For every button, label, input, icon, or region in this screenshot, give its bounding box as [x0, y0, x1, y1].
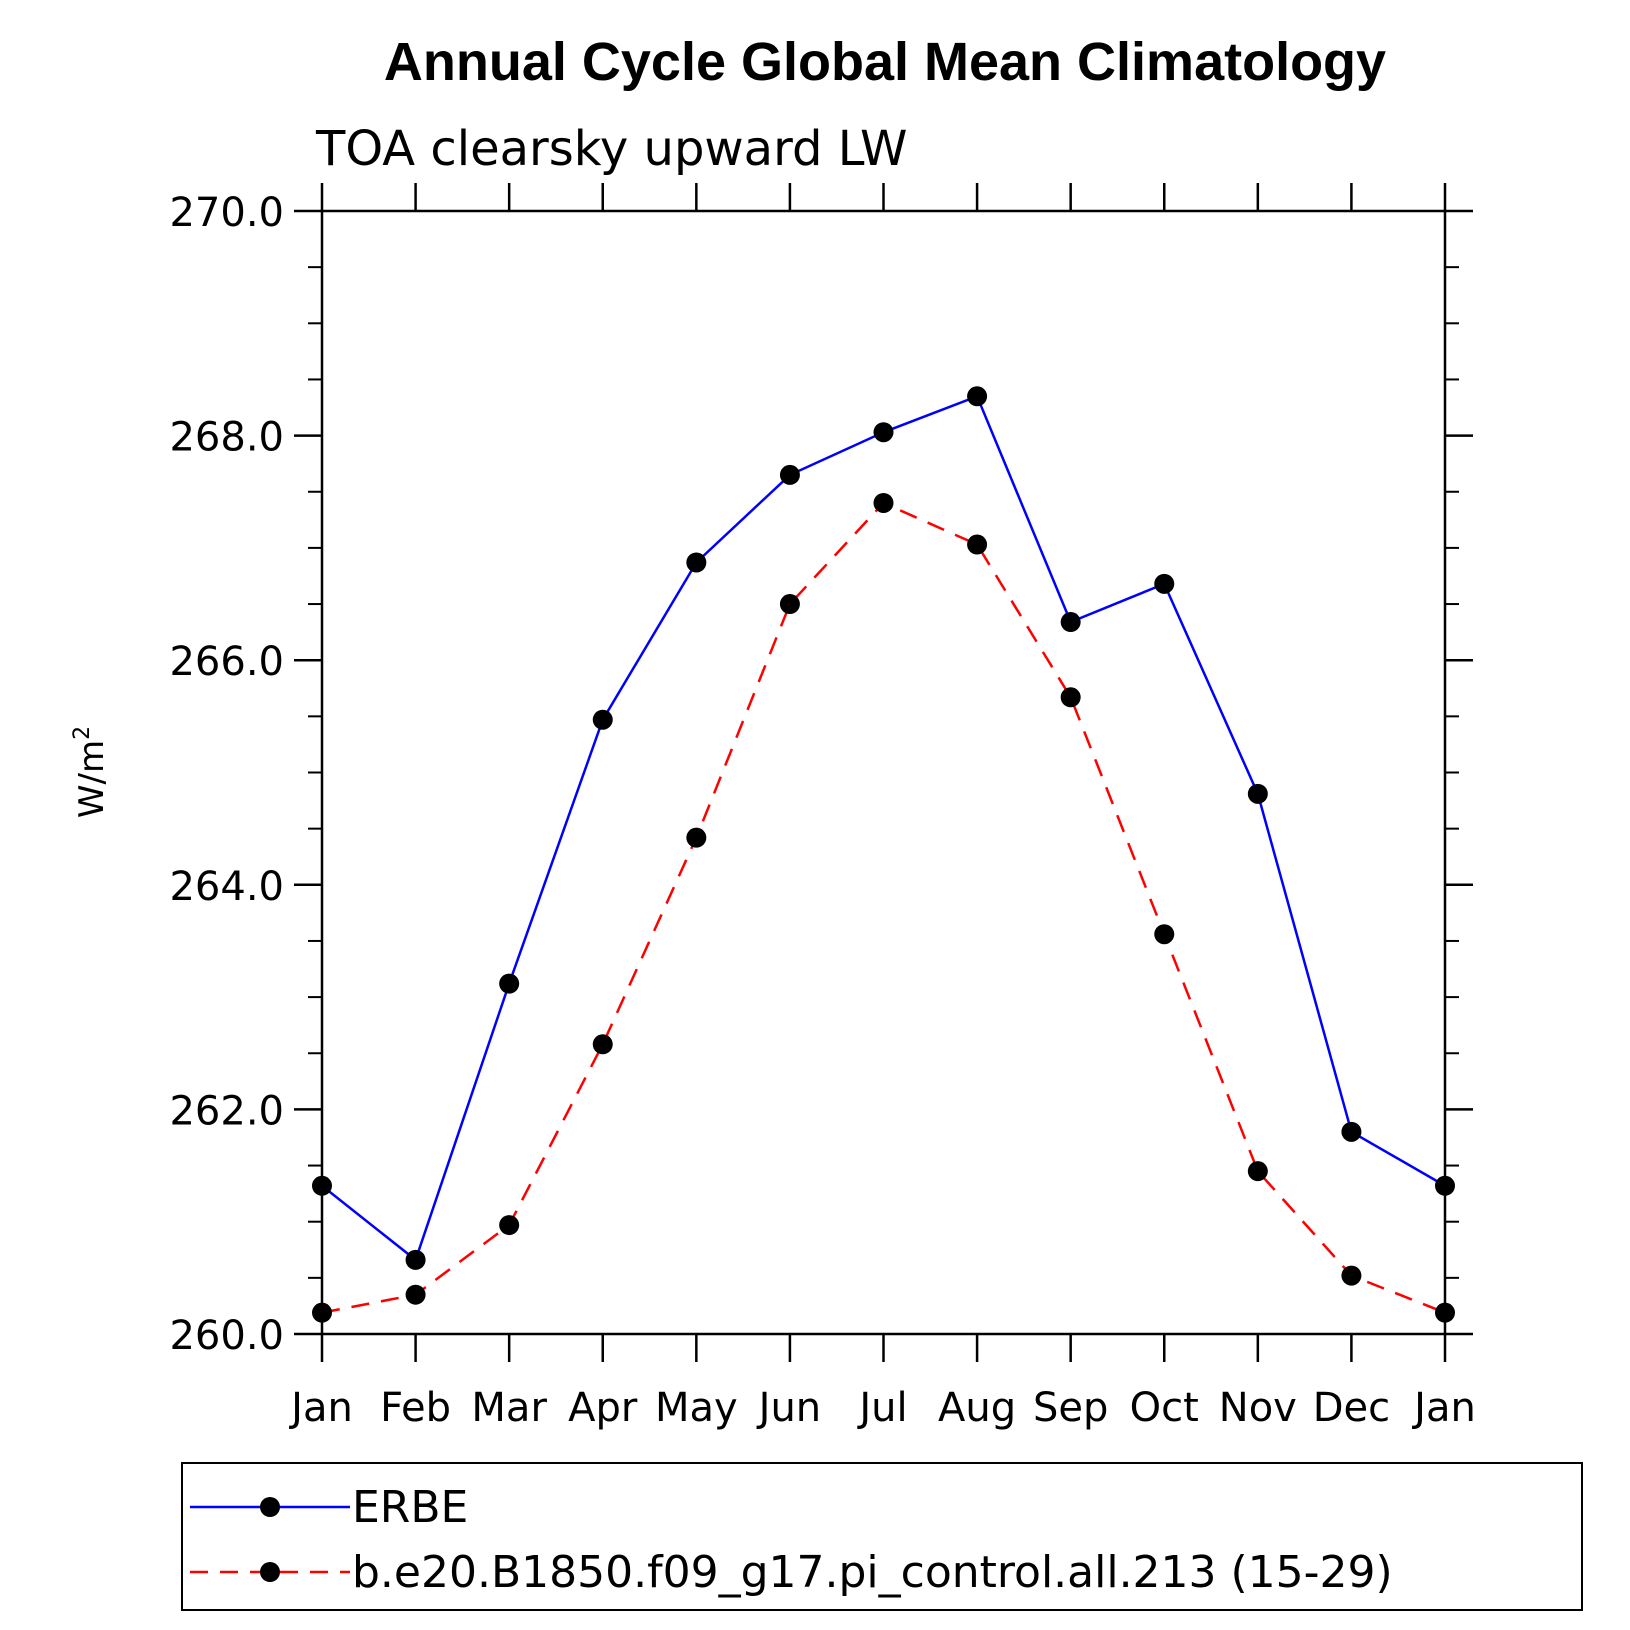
- legend-label-erbe: ERBE: [352, 1482, 468, 1533]
- y-axis-label-text: W/m: [72, 740, 112, 818]
- x-tick-label: May: [655, 1385, 738, 1431]
- chart-subtitle: TOA clearsky upward LW: [315, 121, 908, 177]
- data-point-series-0: [1154, 573, 1175, 594]
- x-tick-label: Jun: [756, 1385, 822, 1431]
- x-tick-label: Dec: [1313, 1385, 1390, 1431]
- data-point-series-0: [1060, 612, 1081, 633]
- data-point-series-1: [779, 594, 800, 615]
- data-point-series-0: [592, 709, 613, 730]
- data-point-series-0: [499, 973, 520, 994]
- y-tick-label: 262.0: [169, 1088, 284, 1134]
- x-tick-label: Oct: [1130, 1385, 1199, 1431]
- chart-title: Annual Cycle Global Mean Climatology: [384, 32, 1386, 92]
- y-tick-label: 260.0: [169, 1313, 284, 1359]
- x-tick-label: Nov: [1219, 1385, 1297, 1431]
- y-axis-label-superscript: 2: [70, 726, 95, 740]
- y-tick-label: 270.0: [169, 190, 284, 236]
- y-tick-label: 266.0: [169, 639, 284, 685]
- data-point-series-1: [686, 827, 707, 848]
- data-point-series-1: [967, 534, 988, 555]
- x-tick-label: Mar: [471, 1385, 547, 1431]
- legend-marker-erbe: [260, 1497, 280, 1517]
- data-point-series-0: [1247, 783, 1268, 804]
- data-point-series-0: [1341, 1121, 1362, 1142]
- x-tick-label: Jan: [288, 1385, 353, 1431]
- data-point-series-1: [873, 492, 894, 513]
- data-point-series-1: [592, 1034, 613, 1055]
- data-point-series-1: [1060, 687, 1081, 708]
- x-tick-label: Jul: [856, 1385, 907, 1431]
- plot-axes: 260.0 262.0 264.0 266.0 268.0 270.0 Jan Feb Mar A…: [169, 183, 1476, 1431]
- data-point-series-1: [1247, 1161, 1268, 1182]
- x-tick-label: Aug: [938, 1385, 1016, 1431]
- series-line-1: [321, 501, 1446, 1314]
- plot-series: [312, 386, 1455, 1323]
- data-point-series-0: [312, 1175, 332, 1196]
- y-tick-label: 268.0: [169, 415, 284, 461]
- data-point-series-1: [1154, 924, 1175, 945]
- data-point-series-0: [967, 386, 988, 407]
- data-point-series-1: [1435, 1302, 1455, 1323]
- data-point-series-0: [405, 1249, 426, 1270]
- x-tick-label: Jan: [1411, 1385, 1476, 1431]
- y-tick-label: 264.0: [169, 864, 284, 910]
- data-point-series-1: [405, 1284, 426, 1305]
- legend: ERBE b.e20.B1850.f09_g17.pi_control.all.…: [181, 1462, 1583, 1611]
- data-point-series-0: [686, 552, 707, 573]
- data-point-series-1: [1341, 1265, 1362, 1286]
- data-point-series-0: [779, 464, 800, 485]
- series-line-0: [321, 394, 1446, 1262]
- data-point-series-0: [1435, 1175, 1455, 1196]
- data-point-series-0: [873, 422, 894, 443]
- svg-text:W/m2: W/m2: [70, 726, 112, 818]
- legend-marker-model: [260, 1562, 280, 1582]
- y-axis-label: W/m2: [70, 726, 112, 818]
- data-point-series-1: [499, 1215, 520, 1236]
- legend-label-model: b.e20.B1850.f09_g17.pi_control.all.213 (…: [352, 1547, 1393, 1598]
- plot-frame: [320, 209, 1447, 1336]
- x-tick-label: Apr: [568, 1385, 638, 1431]
- x-tick-label: Feb: [380, 1385, 451, 1431]
- data-point-series-1: [312, 1302, 332, 1323]
- legend-box: [181, 1462, 1583, 1611]
- x-tick-label: Sep: [1033, 1385, 1108, 1431]
